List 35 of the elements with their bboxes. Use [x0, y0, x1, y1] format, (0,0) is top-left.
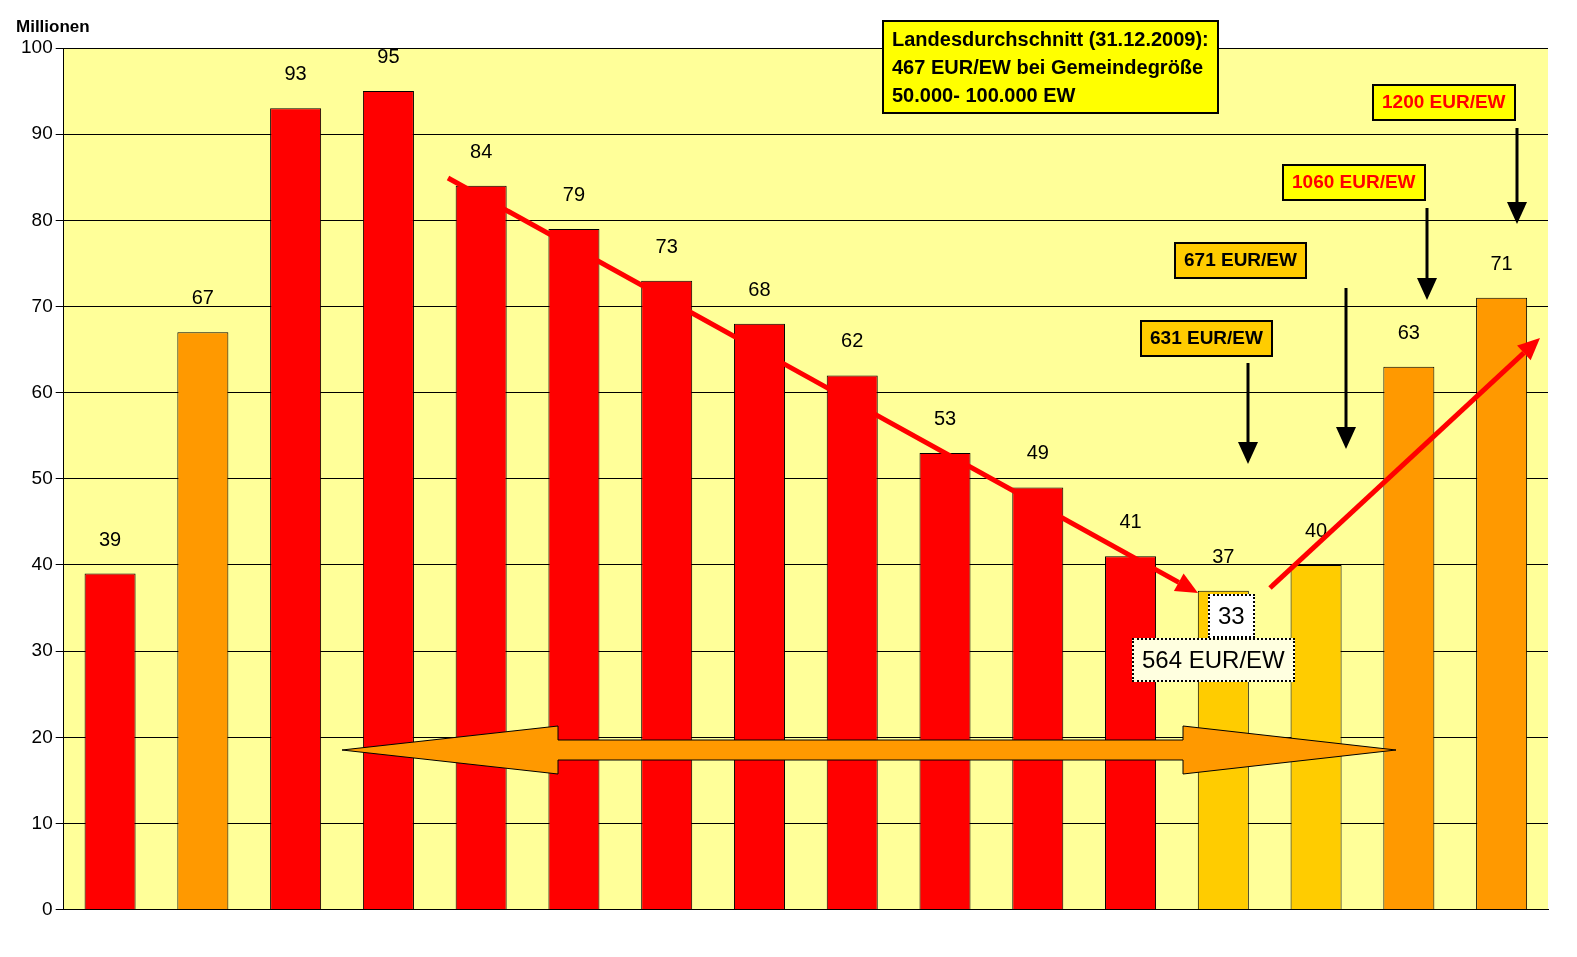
- y-tick-label: 90: [31, 122, 53, 144]
- annotation: Landesdurchschnitt (31.12.2009): 467 EUR/EW bei Gemeindegröße 50.000- 100.000 EW: [882, 20, 1219, 114]
- data-label: 68: [748, 277, 771, 300]
- data-label: 41: [1119, 510, 1142, 533]
- annotation: 631 EUR/EW: [1140, 320, 1273, 357]
- data-label: 84: [470, 139, 493, 162]
- data-label: 95: [377, 45, 400, 68]
- annotation: 671 EUR/EW: [1174, 242, 1307, 279]
- y-tick-label: 20: [31, 725, 53, 747]
- annotation: 33: [1208, 594, 1255, 638]
- data-label: 62: [841, 329, 864, 352]
- data-label: 67: [191, 286, 214, 309]
- y-tick-label: 60: [31, 380, 53, 402]
- y-tick-label: 80: [31, 208, 53, 230]
- y-tick-label: 100: [21, 36, 53, 58]
- y-tick-label: 10: [31, 811, 53, 833]
- data-label: 71: [1490, 251, 1513, 274]
- annotation: 564 EUR/EW: [1132, 638, 1295, 682]
- data-label: 73: [655, 234, 678, 257]
- data-label: 63: [1397, 320, 1420, 343]
- annotation: 1060 EUR/EW: [1282, 164, 1426, 201]
- y-tick-label: 40: [31, 553, 53, 575]
- data-label: 49: [1026, 441, 1049, 464]
- y-tick-label: 0: [42, 897, 53, 919]
- y-tick-label: 30: [31, 639, 53, 661]
- data-label: 79: [562, 182, 586, 205]
- data-label: 37: [1212, 544, 1235, 567]
- data-label: 53: [933, 406, 957, 429]
- y-axis-title: Millionen: [16, 17, 90, 36]
- data-label: 93: [284, 62, 307, 85]
- data-label: 40: [1304, 518, 1328, 541]
- y-tick-label: 70: [31, 294, 53, 316]
- annotation: 1200 EUR/EW: [1372, 84, 1516, 121]
- y-tick-label: 50: [31, 467, 53, 489]
- data-label: 39: [98, 527, 122, 550]
